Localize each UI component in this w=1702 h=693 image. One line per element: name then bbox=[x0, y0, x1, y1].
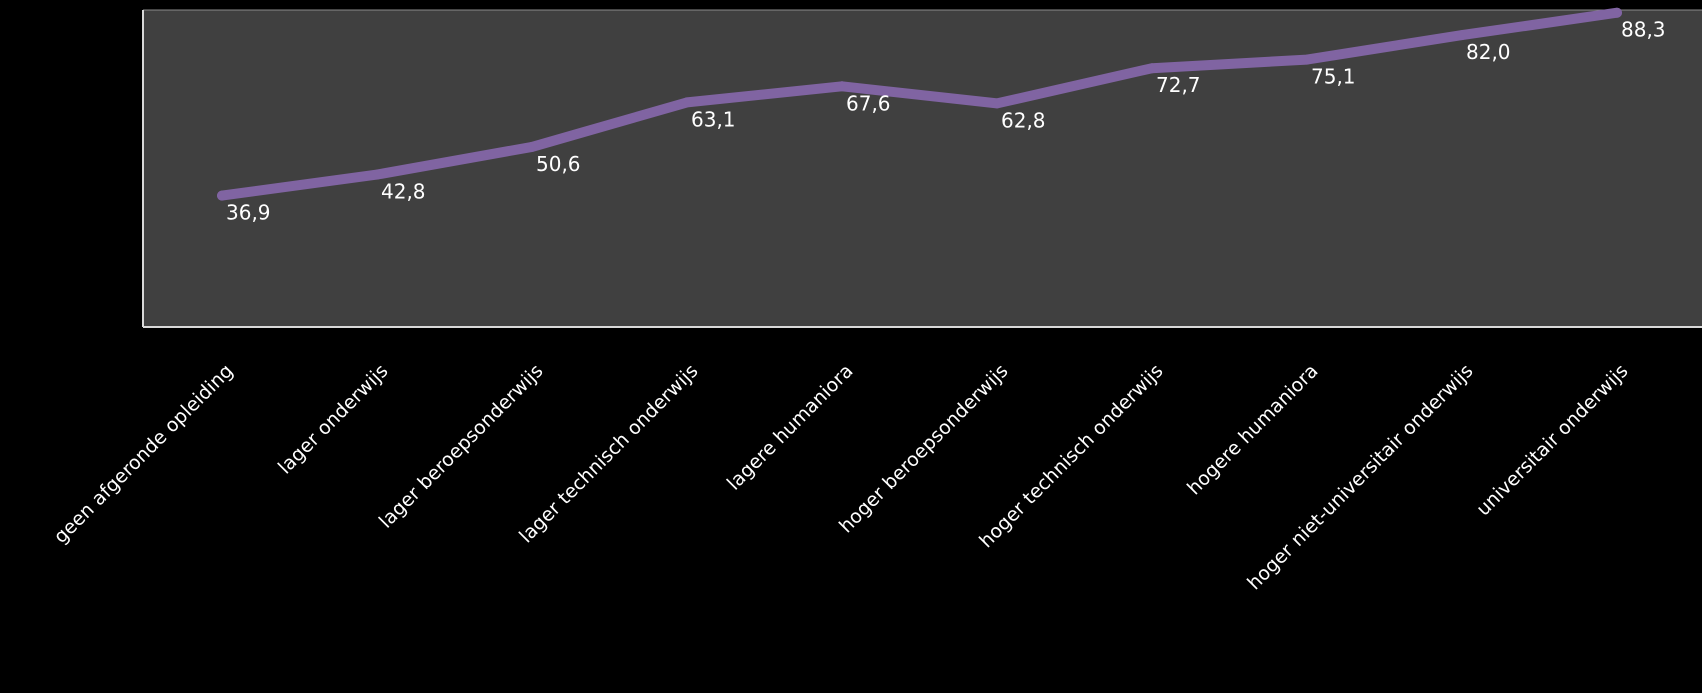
data-point bbox=[217, 190, 227, 201]
data-label: 72,7 bbox=[1156, 73, 1201, 97]
data-label: 63,1 bbox=[691, 107, 736, 131]
data-point bbox=[1302, 54, 1312, 65]
data-label: 36,9 bbox=[226, 201, 271, 225]
data-label: 42,8 bbox=[381, 180, 426, 204]
data-label: 62,8 bbox=[1001, 108, 1046, 132]
data-label: 88,3 bbox=[1621, 18, 1666, 42]
data-point bbox=[1612, 7, 1622, 18]
data-label: 67,6 bbox=[846, 91, 891, 115]
data-label: 75,1 bbox=[1311, 65, 1356, 89]
data-label: 50,6 bbox=[536, 152, 581, 176]
data-point bbox=[372, 169, 382, 180]
data-label: 82,0 bbox=[1466, 40, 1511, 64]
data-point bbox=[1457, 30, 1467, 41]
data-label-layer: 36,9 42,8 50,6 63,1 67,6 62,8 72,7 75,1 82,0 88,3 bbox=[226, 18, 1666, 225]
data-point bbox=[682, 97, 692, 108]
data-point bbox=[1147, 63, 1157, 74]
data-point bbox=[837, 81, 847, 92]
series-layer bbox=[217, 7, 1622, 201]
series-line bbox=[217, 7, 1622, 201]
data-point bbox=[527, 141, 537, 152]
data-point bbox=[992, 98, 1002, 109]
